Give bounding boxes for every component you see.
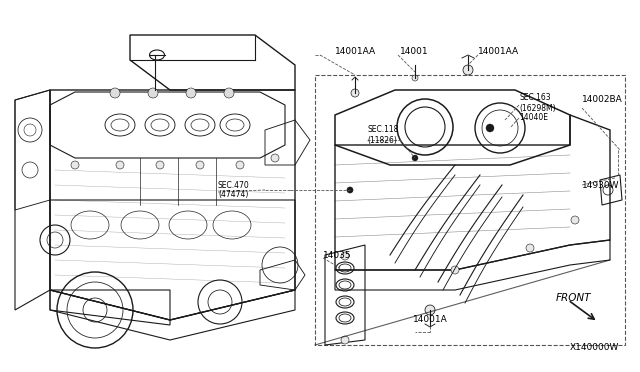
Circle shape (341, 252, 349, 260)
Text: 14001: 14001 (400, 48, 429, 57)
Text: 14002BA: 14002BA (582, 96, 623, 105)
Circle shape (196, 161, 204, 169)
Text: 14035: 14035 (323, 250, 351, 260)
Circle shape (148, 88, 158, 98)
Text: 14930W: 14930W (582, 180, 620, 189)
Circle shape (347, 187, 353, 193)
Text: 14040E: 14040E (519, 113, 548, 122)
Circle shape (271, 154, 279, 162)
Circle shape (351, 89, 359, 97)
Circle shape (526, 244, 534, 252)
Text: SEC.118: SEC.118 (367, 125, 398, 135)
Text: 14001AA: 14001AA (335, 48, 376, 57)
Circle shape (412, 75, 418, 81)
Circle shape (412, 155, 418, 161)
Text: FRONT: FRONT (556, 293, 591, 303)
Circle shape (224, 88, 234, 98)
Circle shape (425, 305, 435, 315)
Circle shape (186, 88, 196, 98)
Circle shape (156, 161, 164, 169)
Text: X140000W: X140000W (570, 343, 620, 353)
Circle shape (341, 336, 349, 344)
Circle shape (71, 161, 79, 169)
Circle shape (463, 65, 473, 75)
Circle shape (110, 88, 120, 98)
Text: SEC.470: SEC.470 (218, 180, 250, 189)
Text: (16298M): (16298M) (519, 103, 556, 112)
Text: (47474): (47474) (218, 190, 248, 199)
Circle shape (236, 161, 244, 169)
Text: SEC.163: SEC.163 (519, 93, 550, 103)
Circle shape (451, 266, 459, 274)
Text: 14001AA: 14001AA (478, 48, 519, 57)
Text: (11826): (11826) (367, 135, 397, 144)
Text: 14001A: 14001A (413, 315, 447, 324)
Circle shape (571, 216, 579, 224)
Circle shape (116, 161, 124, 169)
Circle shape (486, 124, 494, 132)
